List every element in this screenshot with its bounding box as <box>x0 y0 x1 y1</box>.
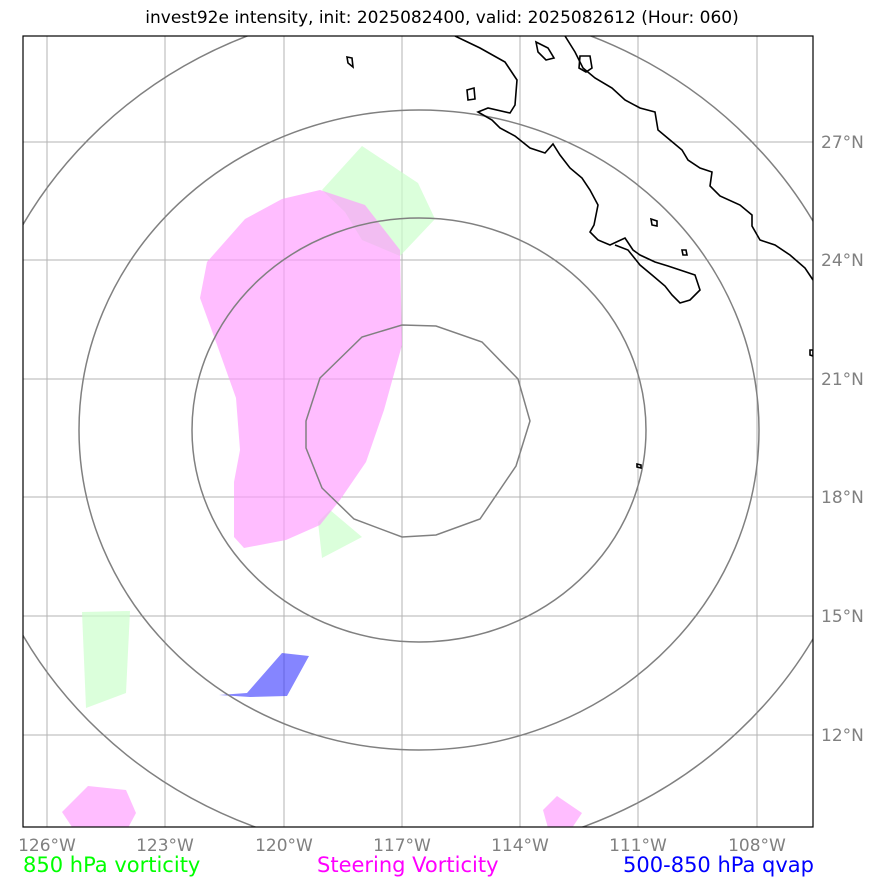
range-ring-3 <box>78 109 760 751</box>
lat-tick-label: 18°N <box>821 488 864 508</box>
lat-tick-label: 24°N <box>821 251 864 271</box>
legend-qvap: 500-850 hPa qvap <box>623 853 814 877</box>
island-6 <box>681 249 688 256</box>
vort850-patch-north <box>322 146 435 256</box>
island-4 <box>578 55 593 73</box>
range-ring-2 <box>191 217 647 643</box>
island-7 <box>636 462 642 470</box>
lon-tick-label: 114°W <box>491 836 549 856</box>
lat-tick-label: 27°N <box>821 133 864 153</box>
map-title: invest92e intensity, init: 2025082400, v… <box>145 8 739 28</box>
lon-tick-label: 126°W <box>18 836 76 856</box>
qvap-patch <box>219 653 309 697</box>
lat-tick-label: 15°N <box>821 607 864 627</box>
island-2 <box>466 86 476 101</box>
coastline-mainland-mexico <box>564 36 813 281</box>
map-background <box>23 36 813 827</box>
range-ring-1 <box>305 324 531 538</box>
island-1 <box>346 55 355 69</box>
steering-patch-main <box>200 190 402 548</box>
lon-tick-label: 117°W <box>373 836 431 856</box>
qvap-layer <box>219 653 309 697</box>
lon-tick-label: 108°W <box>728 836 786 856</box>
steering-patch-southeast <box>543 796 582 827</box>
coastlines <box>346 36 813 470</box>
longitude-tick-labels: 126°W 123°W 120°W 117°W 114°W 111°W 108°… <box>18 836 786 856</box>
lon-tick-label: 111°W <box>609 836 667 856</box>
island-3 <box>534 40 556 61</box>
vort850-layer <box>82 146 435 708</box>
lon-tick-label: 123°W <box>136 836 194 856</box>
lat-tick-label: 21°N <box>821 370 864 390</box>
vort850-patch-west <box>82 611 130 708</box>
lat-tick-label: 12°N <box>821 726 864 746</box>
island-8 <box>809 349 813 357</box>
plot-frame <box>22 35 814 828</box>
steering-patch-southwest <box>62 786 136 827</box>
vort850-patch-south <box>318 510 362 558</box>
legend-vort850: 850 hPa vorticity <box>23 853 201 877</box>
lon-tick-label: 120°W <box>255 836 313 856</box>
coastline-baja-california <box>454 36 701 304</box>
steering-layer <box>62 190 582 827</box>
latitude-tick-labels: 27°N 24°N 21°N 18°N 15°N 12°N <box>821 133 864 746</box>
range-rings <box>23 36 813 827</box>
legend-steering-vorticity: Steering Vorticity <box>317 853 499 877</box>
island-5 <box>649 217 658 227</box>
